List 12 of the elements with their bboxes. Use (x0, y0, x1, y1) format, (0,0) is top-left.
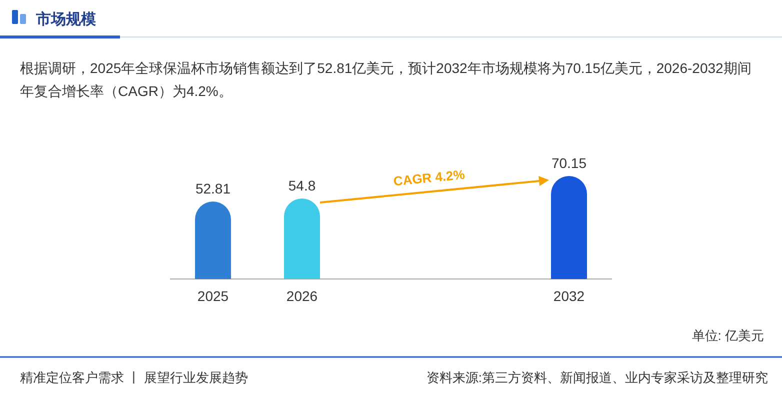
data-label: 70.15 (551, 155, 587, 171)
text: 单位: 亿美元 (692, 328, 764, 343)
text: 资料来源:第三方资料、新闻报道、业内专家采访及整理研究 (426, 370, 768, 385)
chart-title: 市场规模 (35, 10, 97, 28)
chart-subtitle: 根据调研，2025年全球保温杯市场销售额达到了52.81亿美元，预计2032年市场规模将为70.15亿美元，2026-2032期间年复合增长率（CAGR）为4.2%。 (20, 60, 752, 99)
annotation: CAGR 4.2% (392, 166, 466, 189)
data-label: 54.8 (288, 178, 316, 194)
x-tick-label: 2032 (553, 288, 585, 304)
x-tick-label: 2025 (197, 288, 229, 304)
data-label: 52.81 (195, 180, 231, 196)
text: 精准定位客户需求 丨 展望行业发展趋势 (20, 370, 248, 385)
x-tick-label: 2026 (286, 288, 318, 304)
